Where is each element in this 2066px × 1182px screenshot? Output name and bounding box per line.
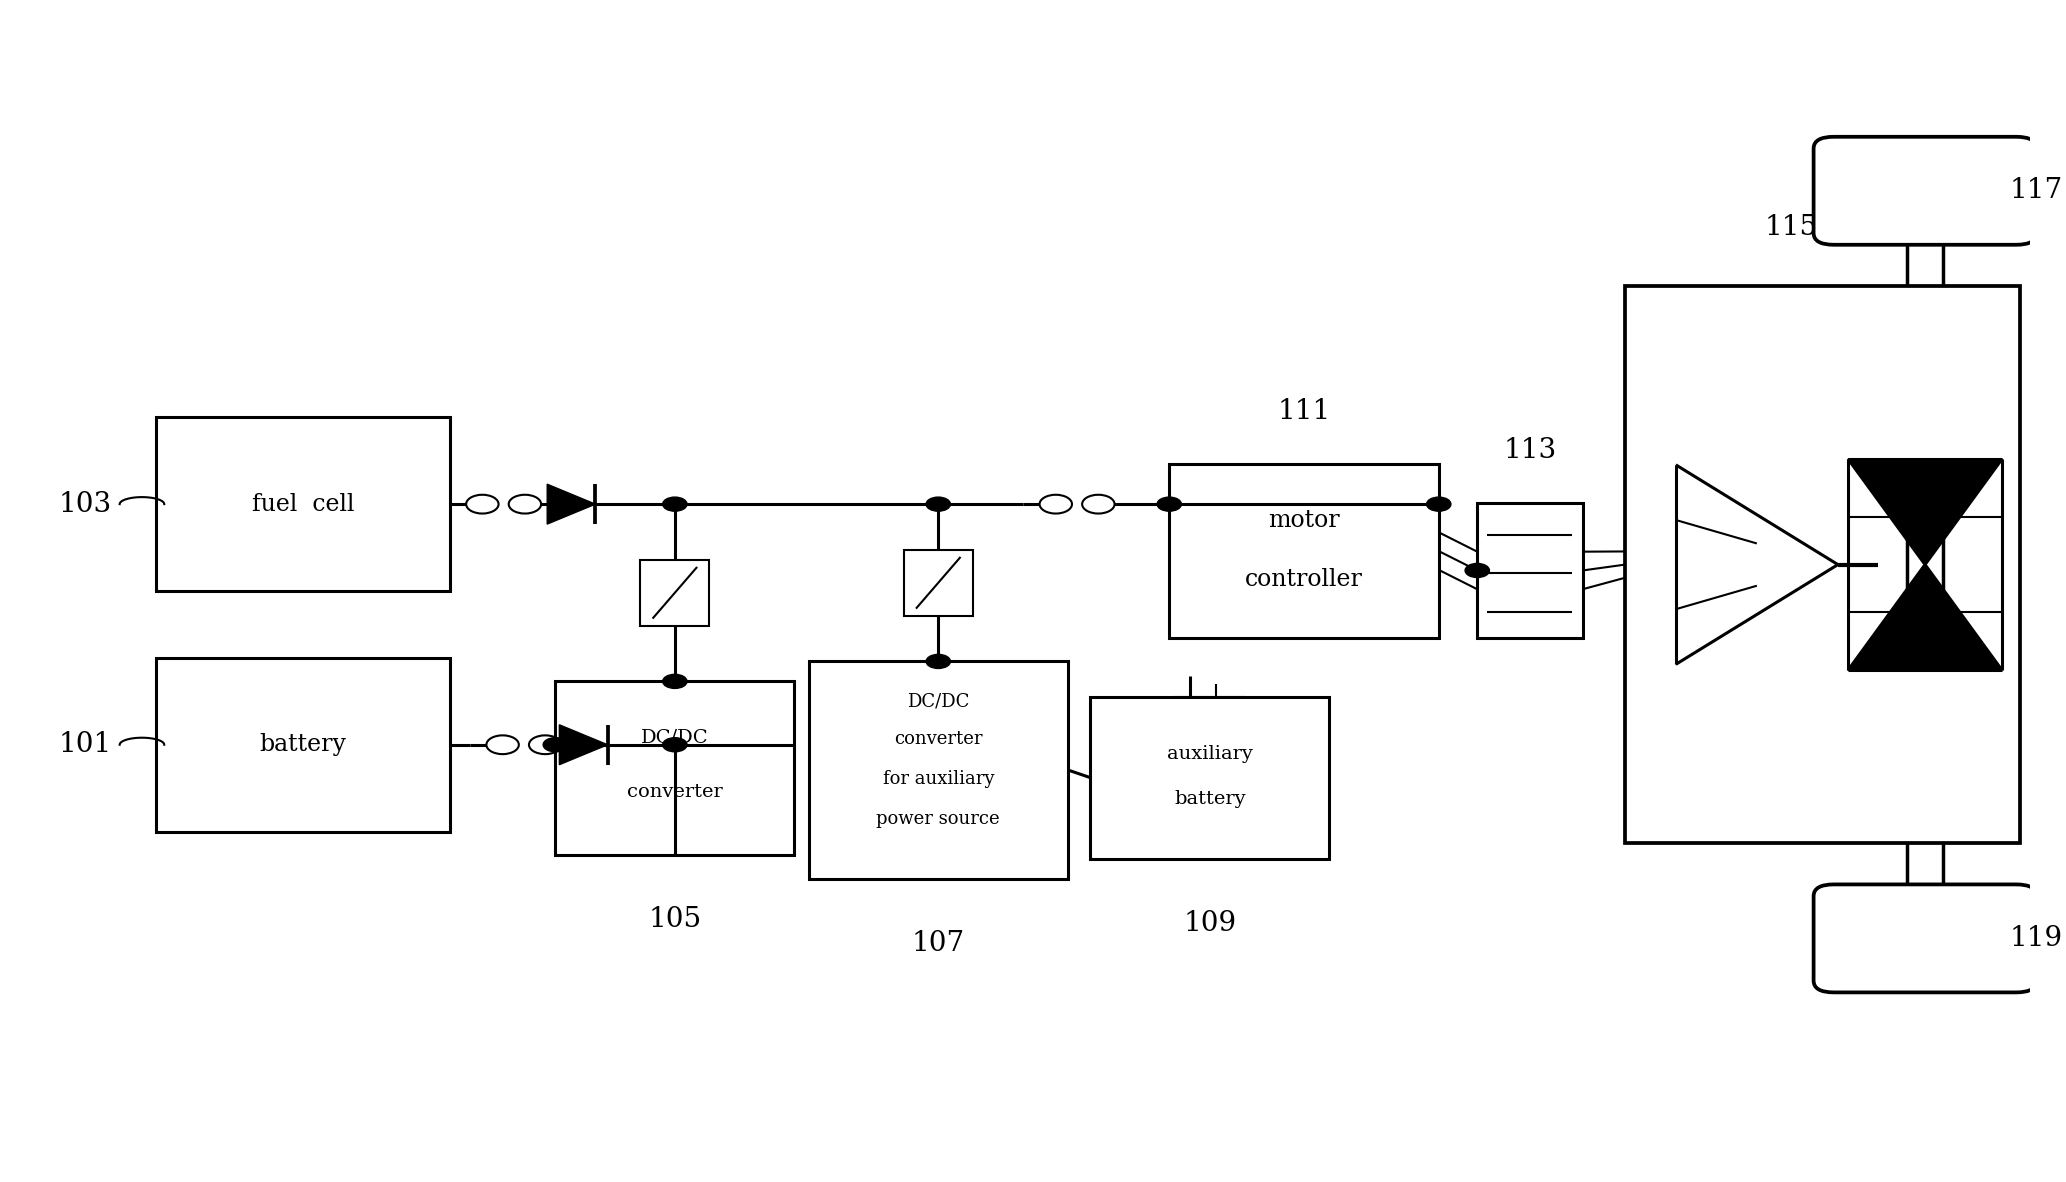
Text: 105: 105 bbox=[649, 907, 702, 933]
Text: DC/DC: DC/DC bbox=[640, 729, 709, 747]
Circle shape bbox=[1428, 498, 1450, 511]
Polygon shape bbox=[547, 485, 595, 524]
Text: converter: converter bbox=[626, 782, 723, 800]
Text: battery: battery bbox=[1173, 790, 1246, 807]
Bar bbox=[1169, 465, 1438, 638]
Bar bbox=[1477, 504, 1583, 638]
Bar bbox=[157, 658, 450, 832]
FancyBboxPatch shape bbox=[1814, 137, 2037, 245]
Text: for auxiliary: for auxiliary bbox=[882, 771, 994, 788]
Text: battery: battery bbox=[260, 733, 347, 756]
Text: DC/DC: DC/DC bbox=[907, 693, 969, 710]
Circle shape bbox=[467, 495, 498, 513]
Polygon shape bbox=[1849, 459, 2002, 565]
Circle shape bbox=[486, 735, 519, 754]
Text: motor: motor bbox=[1269, 509, 1341, 532]
Text: 103: 103 bbox=[58, 491, 112, 518]
Bar bbox=[640, 560, 709, 625]
Circle shape bbox=[508, 495, 541, 513]
Circle shape bbox=[663, 738, 688, 752]
Circle shape bbox=[926, 498, 950, 511]
Bar bbox=[808, 662, 1068, 878]
Circle shape bbox=[1039, 495, 1072, 513]
Polygon shape bbox=[560, 725, 607, 765]
Text: 117: 117 bbox=[2010, 177, 2064, 204]
Text: 119: 119 bbox=[2010, 924, 2064, 952]
Bar bbox=[556, 681, 795, 855]
Bar bbox=[1626, 286, 2021, 843]
Text: converter: converter bbox=[895, 730, 983, 748]
Text: 115: 115 bbox=[1764, 214, 1818, 241]
Text: 109: 109 bbox=[1184, 910, 1235, 936]
FancyBboxPatch shape bbox=[1814, 884, 2037, 993]
Circle shape bbox=[543, 738, 568, 752]
Circle shape bbox=[1465, 564, 1490, 578]
Circle shape bbox=[529, 735, 562, 754]
Text: controller: controller bbox=[1246, 567, 1364, 591]
Text: 111: 111 bbox=[1277, 398, 1331, 424]
Text: 101: 101 bbox=[58, 732, 112, 758]
Circle shape bbox=[1157, 498, 1182, 511]
Text: auxiliary: auxiliary bbox=[1167, 745, 1252, 764]
Bar bbox=[1091, 696, 1328, 858]
Text: 113: 113 bbox=[1504, 436, 1556, 463]
Text: fuel  cell: fuel cell bbox=[252, 493, 353, 515]
Text: power source: power source bbox=[876, 811, 1000, 829]
Circle shape bbox=[663, 674, 688, 688]
Text: 107: 107 bbox=[911, 929, 965, 956]
Circle shape bbox=[663, 498, 688, 511]
Bar bbox=[903, 550, 973, 616]
Bar bbox=[157, 417, 450, 591]
Circle shape bbox=[1083, 495, 1114, 513]
Circle shape bbox=[926, 655, 950, 669]
Polygon shape bbox=[1849, 565, 2002, 670]
